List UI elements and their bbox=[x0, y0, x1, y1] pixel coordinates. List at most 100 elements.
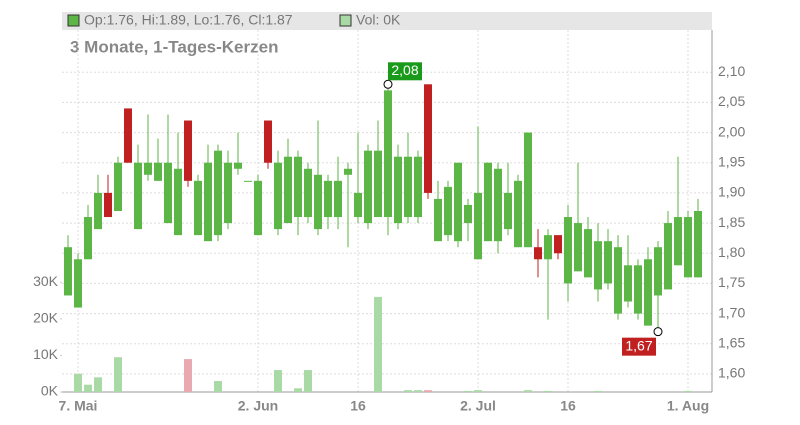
candle-body bbox=[74, 259, 82, 308]
candle-body bbox=[404, 156, 412, 218]
extreme-marker bbox=[653, 327, 663, 337]
candle-body bbox=[464, 204, 472, 224]
candle-body bbox=[154, 162, 162, 181]
candle-body bbox=[514, 180, 522, 248]
candle-body bbox=[164, 162, 172, 224]
candle-body bbox=[174, 168, 182, 236]
y-tick-label: 1,95 bbox=[718, 153, 745, 169]
candle-body bbox=[504, 192, 512, 230]
volume-bar bbox=[684, 390, 692, 392]
x-tick-label: 2. Jun bbox=[238, 398, 278, 414]
legend-ohlc: Op:1.76, Hi:1.89, Lo:1.76, Cl:1.87 bbox=[84, 12, 293, 28]
candle-body bbox=[384, 90, 392, 218]
extreme-label: 1,67 bbox=[625, 337, 652, 353]
volume-bar bbox=[374, 296, 382, 392]
candle-body bbox=[184, 120, 192, 181]
candle-body bbox=[354, 192, 362, 218]
volume-bar bbox=[74, 373, 82, 392]
candle-body bbox=[494, 168, 502, 242]
candle-body bbox=[534, 247, 542, 260]
candle-body bbox=[674, 217, 682, 266]
volume-bar bbox=[414, 390, 422, 392]
candle-body bbox=[524, 132, 532, 248]
candle-body bbox=[284, 156, 292, 224]
candle-body bbox=[124, 108, 132, 163]
extreme-label-box bbox=[622, 337, 656, 356]
candle-body bbox=[344, 168, 352, 175]
candle-body bbox=[484, 162, 492, 242]
x-tick-label: 16 bbox=[350, 398, 366, 414]
volume-tick-label: 30K bbox=[33, 273, 59, 289]
y-tick-label: 1,70 bbox=[718, 304, 745, 320]
y-tick-label: 1,60 bbox=[718, 365, 745, 381]
volume-bar bbox=[544, 390, 552, 392]
extreme-label-box bbox=[388, 62, 422, 81]
candle-body bbox=[664, 223, 672, 290]
y-tick-label: 1,80 bbox=[718, 244, 745, 260]
candle-body bbox=[554, 235, 562, 254]
x-tick-label: 1. Aug bbox=[667, 398, 709, 414]
candle-body bbox=[244, 180, 252, 182]
y-tick-label: 2,10 bbox=[718, 63, 745, 79]
y-tick-label: 1,90 bbox=[718, 184, 745, 200]
candle-body bbox=[294, 156, 302, 218]
candle-body bbox=[414, 156, 422, 218]
extreme-label: 2,08 bbox=[391, 62, 418, 78]
candle-body bbox=[394, 156, 402, 224]
candle-body bbox=[314, 174, 322, 230]
candle-body bbox=[684, 217, 692, 278]
volume-tick-label: 20K bbox=[33, 310, 59, 326]
candle-body bbox=[264, 120, 272, 163]
y-tick-label: 1,65 bbox=[718, 334, 745, 350]
candle-body bbox=[374, 150, 382, 218]
candle-body bbox=[144, 162, 152, 175]
candle-body bbox=[604, 241, 612, 284]
legend-swatch bbox=[339, 14, 352, 27]
legend-bar bbox=[62, 12, 712, 30]
candle-body bbox=[454, 162, 462, 242]
volume-bar bbox=[424, 390, 432, 392]
candle-body bbox=[624, 265, 632, 302]
candle-body bbox=[94, 192, 102, 230]
candle-body bbox=[134, 162, 142, 230]
legend-volume: Vol: 0K bbox=[356, 12, 401, 28]
candle-body bbox=[654, 247, 662, 296]
volume-tick-label: 10K bbox=[33, 346, 59, 362]
candle-body bbox=[444, 186, 452, 236]
candle-body bbox=[434, 198, 442, 242]
candle-body bbox=[564, 217, 572, 284]
volume-bar bbox=[404, 390, 412, 392]
legend-swatch bbox=[67, 14, 80, 27]
candle-body bbox=[214, 150, 222, 236]
candle-body bbox=[544, 235, 552, 260]
candle-body bbox=[234, 162, 242, 169]
candle-body bbox=[644, 259, 652, 326]
candle-body bbox=[614, 247, 622, 314]
volume-bar bbox=[524, 390, 532, 392]
volume-bar bbox=[594, 390, 602, 392]
y-tick-label: 1,75 bbox=[718, 274, 745, 290]
volume-bar bbox=[94, 377, 102, 392]
candle-body bbox=[194, 180, 202, 236]
extreme-marker bbox=[383, 79, 393, 89]
volume-bar bbox=[464, 390, 472, 392]
candle-body bbox=[634, 265, 642, 314]
volume-bar bbox=[214, 381, 222, 392]
volume-bar bbox=[474, 390, 482, 392]
volume-tick-label: 0K bbox=[41, 383, 59, 399]
candle-body bbox=[324, 180, 332, 218]
y-tick-label: 1,85 bbox=[718, 214, 745, 230]
x-tick-label: 2. Jul bbox=[460, 398, 496, 414]
y-tick-label: 2,00 bbox=[718, 123, 745, 139]
candle-body bbox=[424, 84, 432, 193]
candle-body bbox=[84, 217, 92, 260]
candle-body bbox=[594, 241, 602, 290]
volume-bar bbox=[304, 370, 312, 392]
chart-title: 3 Monate, 1-Tages-Kerzen bbox=[70, 37, 278, 56]
candle-body bbox=[114, 162, 122, 211]
volume-bar bbox=[294, 388, 302, 392]
candle-body bbox=[64, 247, 72, 296]
candle-body bbox=[204, 162, 212, 242]
candle-body bbox=[694, 211, 702, 278]
